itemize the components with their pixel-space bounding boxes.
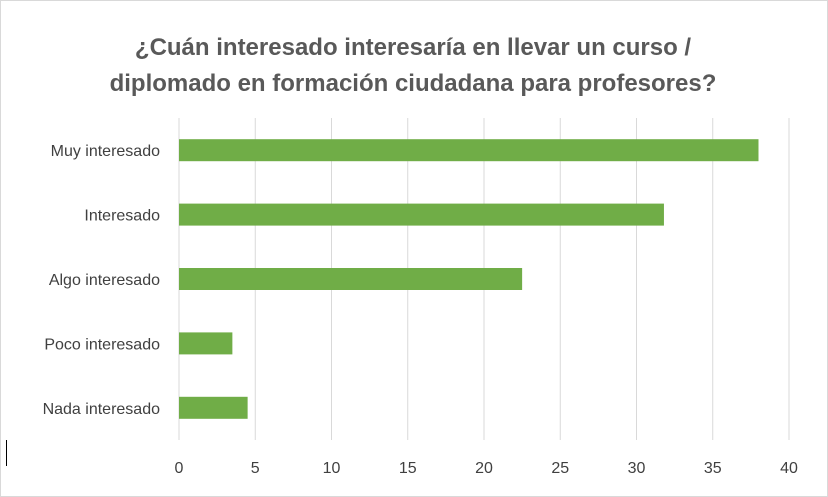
category-label: Algo interesado bbox=[49, 272, 160, 289]
chart-title-line-2: diplomado en formación ciudadana para pr… bbox=[109, 70, 717, 97]
bars bbox=[179, 139, 759, 419]
category-label: Poco interesado bbox=[44, 336, 160, 353]
x-tick-label: 10 bbox=[323, 460, 341, 477]
x-tick-label: 40 bbox=[780, 460, 798, 477]
x-tick-label: 20 bbox=[475, 460, 493, 477]
category-label: Interesado bbox=[84, 208, 160, 225]
bar bbox=[179, 268, 523, 290]
bar bbox=[179, 203, 664, 226]
x-tick-label: 0 bbox=[175, 460, 184, 477]
x-tick-label: 30 bbox=[628, 460, 646, 477]
category-labels: Muy interesado Interesado Algo interesado P… bbox=[43, 143, 161, 418]
bar bbox=[179, 332, 233, 355]
category-label: Nada interesado bbox=[43, 401, 161, 418]
category-label: Muy interesado bbox=[51, 143, 160, 160]
x-tick-labels: 0 5 10 15 20 25 30 35 40 bbox=[175, 460, 798, 477]
text-cursor bbox=[6, 440, 7, 466]
x-tick-label: 35 bbox=[704, 460, 722, 477]
x-tick-label: 15 bbox=[399, 460, 417, 477]
bar bbox=[179, 396, 248, 419]
x-tick-label: 25 bbox=[551, 460, 569, 477]
x-tick-label: 5 bbox=[251, 460, 260, 477]
chart-title-line-1: ¿Cuán interesado interesaría en llevar u… bbox=[134, 34, 692, 61]
chart-title: ¿Cuán interesado interesaría en llevar u… bbox=[0, 30, 826, 102]
bar bbox=[179, 139, 759, 162]
